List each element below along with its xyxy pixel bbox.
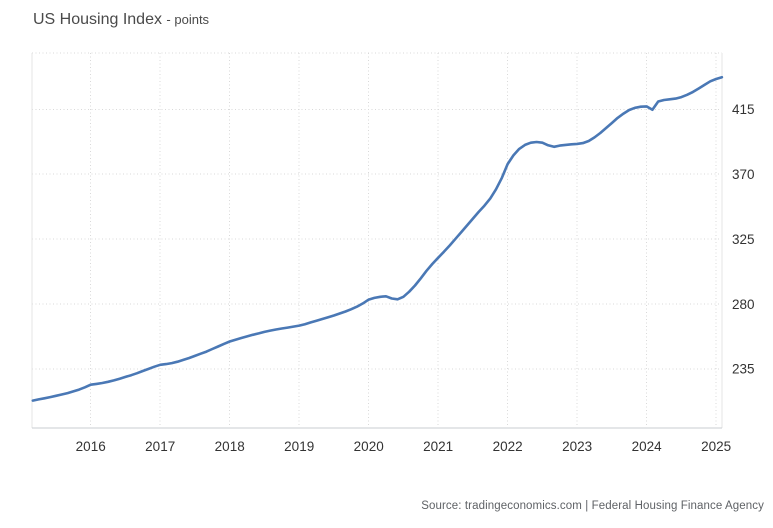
chart-title-unit: - points [166,12,210,27]
x-axis-label: 2022 [493,439,523,454]
x-axis-label: 2018 [215,439,245,454]
y-axis-label: 280 [732,297,755,312]
y-axis-label: 415 [732,102,755,117]
y-axis-label: 325 [732,232,755,247]
x-axis-label: 2017 [145,439,175,454]
source-attribution: Source: tradingeconomics.com | Federal H… [421,500,764,512]
x-axis-label: 2020 [354,439,384,454]
x-axis-label: 2021 [423,439,453,454]
chart-title-text: US Housing Index [33,11,162,28]
x-axis-label: 2023 [562,439,592,454]
x-axis-label: 2016 [76,439,106,454]
y-axis-label: 370 [732,167,755,182]
series-line[interactable] [31,75,724,402]
chart-title: US Housing Index - points [33,10,209,29]
y-axis-label: 235 [732,362,755,377]
x-axis-label: 2025 [701,439,731,454]
x-axis-label: 2024 [632,439,663,454]
x-axis-label: 2019 [284,439,314,454]
